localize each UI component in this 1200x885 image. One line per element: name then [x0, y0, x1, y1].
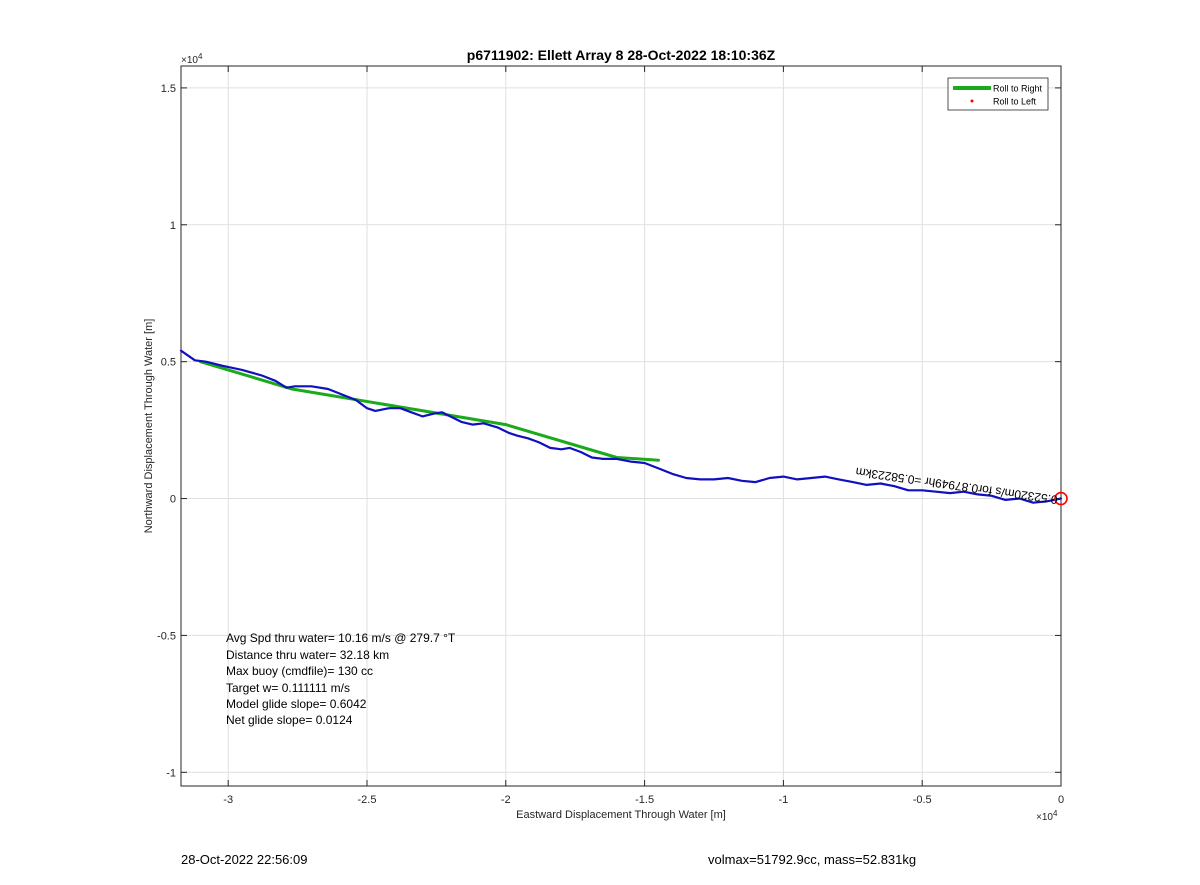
x-axis-label: Eastward Displacement Through Water [m] — [516, 809, 726, 821]
series-line-roll-right — [198, 360, 660, 462]
axis-ticks: -3 -2.5 -2 -1.5 -1 -0.5 0 -1 -0.5 0 0.5 1 1.5 — [157, 66, 1064, 806]
y-tick-label: 1 — [170, 220, 176, 232]
end-position-marker — [1054, 491, 1068, 506]
x-tick-label: -0.5 — [913, 794, 932, 806]
x-exponent-base: ×10 — [1036, 812, 1053, 823]
grid-lines — [181, 66, 1062, 786]
plot-area — [180, 65, 1062, 787]
stat-model-glide: Model glide slope= 0.6042 — [226, 697, 367, 711]
footer-timestamp: 28-Oct-2022 22:56:09 — [181, 852, 308, 867]
x-tick-label: -3 — [223, 794, 233, 806]
y-exponent-base: ×10 — [181, 55, 198, 66]
y-axis-exponent: ×104 — [181, 52, 203, 66]
y-exponent-power: 4 — [198, 52, 203, 61]
y-axis-label: Northward Displacement Through Water [m] — [143, 319, 155, 534]
x-tick-label: -1.5 — [635, 794, 654, 806]
legend: Roll to Right Roll to Left — [947, 77, 1049, 111]
y-tick-label: 0 — [170, 494, 176, 506]
footer-vehicle-info: volmax=51792.9cc, mass=52.831kg — [708, 852, 917, 867]
legend-label-roll-left: Roll to Left — [993, 97, 1037, 107]
x-tick-label: -2 — [501, 794, 511, 806]
legend-swatch-roll-left — [970, 99, 974, 103]
x-tick-label: -1 — [779, 794, 789, 806]
x-tick-label: -2.5 — [358, 794, 377, 806]
stats-text-box: Avg Spd thru water= 10.16 m/s @ 279.7 °T… — [226, 631, 456, 727]
x-tick-label: 0 — [1058, 794, 1064, 806]
series-layer — [179, 349, 1068, 506]
y-tick-label: 1.5 — [161, 83, 176, 95]
legend-label-roll-right: Roll to Right — [993, 84, 1043, 94]
chart-title: p6711902: Ellett Array 8 28-Oct-2022 18:… — [467, 47, 776, 63]
y-tick-label: -1 — [166, 767, 176, 779]
stat-net-glide: Net glide slope= 0.0124 — [226, 713, 353, 727]
legend-box — [947, 77, 1049, 111]
y-tick-label: 0.5 — [161, 357, 176, 369]
stat-avg-speed: Avg Spd thru water= 10.16 m/s @ 279.7 °T — [226, 631, 456, 645]
stat-distance: Distance thru water= 32.18 km — [226, 648, 389, 662]
x-exponent-power: 4 — [1053, 809, 1058, 818]
stat-max-buoy: Max buoy (cmdfile)= 130 cc — [226, 664, 373, 678]
x-axis-exponent: ×104 — [1036, 809, 1058, 823]
series-line-track — [179, 349, 1063, 504]
stat-target-w: Target w= 0.111111 m/s — [226, 681, 350, 695]
y-tick-label: -0.5 — [157, 630, 176, 642]
